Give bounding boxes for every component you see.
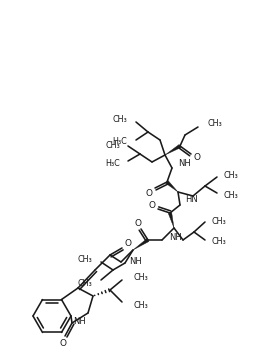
Text: CH₃: CH₃	[105, 140, 120, 150]
Polygon shape	[133, 238, 149, 250]
Text: CH₃: CH₃	[212, 237, 227, 246]
Text: NH: NH	[129, 257, 142, 265]
Text: CH₃: CH₃	[112, 115, 127, 125]
Text: CH₃: CH₃	[77, 254, 92, 264]
Polygon shape	[165, 144, 181, 155]
Text: CH₃: CH₃	[134, 301, 149, 310]
Polygon shape	[166, 181, 178, 192]
Text: NH: NH	[169, 232, 182, 241]
Text: O: O	[125, 240, 131, 249]
Text: CH₃: CH₃	[224, 171, 239, 180]
Polygon shape	[168, 213, 174, 228]
Text: NH: NH	[74, 318, 86, 326]
Text: O: O	[149, 200, 156, 209]
Text: CH₃: CH₃	[77, 278, 92, 287]
Text: O: O	[60, 339, 66, 347]
Text: H₃C: H₃C	[105, 159, 120, 167]
Text: HN: HN	[185, 196, 198, 204]
Text: O: O	[134, 219, 141, 228]
Text: H₃C: H₃C	[112, 136, 127, 146]
Text: CH₃: CH₃	[212, 216, 227, 225]
Text: CH₃: CH₃	[207, 118, 222, 127]
Text: CH₃: CH₃	[134, 273, 149, 281]
Text: NH: NH	[178, 159, 191, 167]
Text: CH₃: CH₃	[224, 192, 239, 200]
Text: O: O	[146, 188, 153, 197]
Text: O: O	[193, 154, 200, 163]
